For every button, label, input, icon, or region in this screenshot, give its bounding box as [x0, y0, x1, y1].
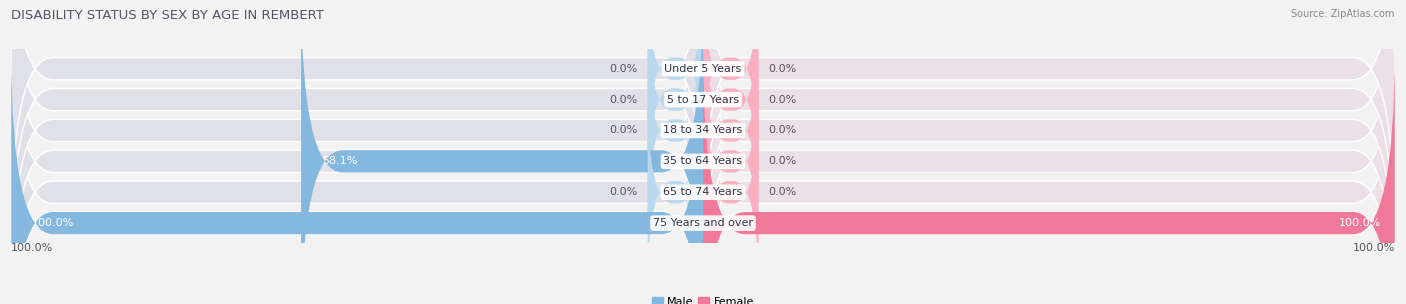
FancyBboxPatch shape	[703, 61, 758, 261]
Text: DISABILITY STATUS BY SEX BY AGE IN REMBERT: DISABILITY STATUS BY SEX BY AGE IN REMBE…	[11, 9, 325, 22]
Text: 100.0%: 100.0%	[32, 218, 75, 228]
FancyBboxPatch shape	[703, 92, 758, 292]
Text: 0.0%: 0.0%	[769, 156, 797, 166]
FancyBboxPatch shape	[703, 0, 1395, 304]
Legend: Male, Female: Male, Female	[647, 292, 759, 304]
Text: 100.0%: 100.0%	[11, 243, 53, 253]
Text: 5 to 17 Years: 5 to 17 Years	[666, 95, 740, 105]
Text: 0.0%: 0.0%	[769, 187, 797, 197]
FancyBboxPatch shape	[703, 0, 1395, 243]
Text: Source: ZipAtlas.com: Source: ZipAtlas.com	[1291, 9, 1395, 19]
FancyBboxPatch shape	[648, 0, 703, 200]
FancyBboxPatch shape	[11, 0, 703, 304]
Text: Under 5 Years: Under 5 Years	[665, 64, 741, 74]
FancyBboxPatch shape	[703, 18, 1395, 304]
FancyBboxPatch shape	[703, 49, 1395, 304]
FancyBboxPatch shape	[648, 30, 703, 230]
FancyBboxPatch shape	[11, 49, 703, 304]
FancyBboxPatch shape	[703, 0, 1395, 274]
FancyBboxPatch shape	[11, 0, 703, 304]
Text: 0.0%: 0.0%	[609, 95, 637, 105]
Text: 0.0%: 0.0%	[769, 64, 797, 74]
Text: 100.0%: 100.0%	[1353, 243, 1395, 253]
FancyBboxPatch shape	[703, 0, 1395, 304]
Text: 0.0%: 0.0%	[609, 126, 637, 136]
FancyBboxPatch shape	[648, 92, 703, 292]
Text: 0.0%: 0.0%	[769, 126, 797, 136]
FancyBboxPatch shape	[11, 0, 703, 243]
Text: 0.0%: 0.0%	[769, 95, 797, 105]
Text: 75 Years and over: 75 Years and over	[652, 218, 754, 228]
FancyBboxPatch shape	[703, 49, 1395, 304]
FancyBboxPatch shape	[11, 0, 703, 274]
Text: 35 to 64 Years: 35 to 64 Years	[664, 156, 742, 166]
Text: 18 to 34 Years: 18 to 34 Years	[664, 126, 742, 136]
FancyBboxPatch shape	[703, 0, 758, 200]
Text: 0.0%: 0.0%	[609, 187, 637, 197]
Text: 58.1%: 58.1%	[322, 156, 357, 166]
Text: 65 to 74 Years: 65 to 74 Years	[664, 187, 742, 197]
FancyBboxPatch shape	[703, 30, 758, 230]
FancyBboxPatch shape	[301, 0, 703, 304]
FancyBboxPatch shape	[703, 0, 758, 169]
FancyBboxPatch shape	[11, 18, 703, 304]
Text: 0.0%: 0.0%	[609, 64, 637, 74]
FancyBboxPatch shape	[648, 0, 703, 169]
FancyBboxPatch shape	[11, 49, 703, 304]
Text: 100.0%: 100.0%	[1339, 218, 1381, 228]
